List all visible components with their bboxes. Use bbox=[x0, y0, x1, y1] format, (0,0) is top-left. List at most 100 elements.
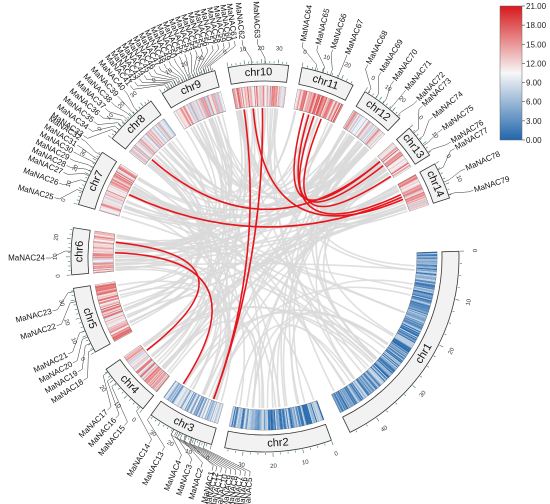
chromosome-chr7 bbox=[78, 151, 118, 210]
chromosome-tick bbox=[132, 402, 135, 405]
density-bin bbox=[155, 124, 170, 141]
gene-connector bbox=[158, 66, 181, 84]
density-bin bbox=[305, 92, 312, 112]
density-bin bbox=[259, 409, 262, 430]
gene-connector bbox=[337, 54, 348, 79]
density-bin bbox=[306, 92, 314, 113]
density-bin bbox=[234, 88, 239, 109]
density-bin bbox=[237, 88, 242, 109]
gene-connector bbox=[198, 440, 246, 477]
chromosome-tick bbox=[427, 365, 430, 368]
gene-connector bbox=[168, 61, 186, 82]
background-link bbox=[116, 234, 192, 293]
density-bin bbox=[103, 199, 123, 207]
chromosome-tick-label: 20 bbox=[166, 440, 175, 449]
gene-label: MaNAC6 bbox=[237, 476, 249, 504]
density-bin bbox=[414, 281, 435, 287]
density-bin bbox=[95, 284, 116, 289]
density-bin bbox=[271, 409, 275, 430]
density-bin bbox=[280, 86, 284, 107]
density-bin bbox=[149, 370, 164, 387]
density-bin bbox=[349, 114, 362, 133]
density-bin bbox=[204, 96, 213, 116]
density-bin bbox=[291, 407, 296, 428]
gene-label: MaNAC5 bbox=[243, 477, 254, 504]
density-bin bbox=[245, 87, 249, 108]
chromosome-tick bbox=[78, 187, 83, 190]
gene-connector bbox=[129, 84, 169, 91]
density-bin bbox=[283, 408, 287, 429]
density-bin bbox=[173, 386, 186, 405]
chromosome-tick-label: 0 bbox=[205, 456, 210, 463]
density-bin bbox=[378, 143, 395, 158]
background-link bbox=[126, 162, 203, 318]
density-bin bbox=[248, 409, 252, 430]
density-bin bbox=[96, 290, 117, 296]
density-bin bbox=[105, 192, 125, 202]
density-bin bbox=[413, 289, 434, 295]
background-link bbox=[203, 108, 276, 188]
density-bin bbox=[100, 207, 120, 215]
density-bin bbox=[136, 142, 153, 157]
density-bin bbox=[236, 407, 242, 428]
gene-connector bbox=[111, 382, 128, 426]
density-bin bbox=[275, 86, 279, 107]
chromosome-tick bbox=[109, 379, 114, 383]
density-bin bbox=[415, 278, 436, 283]
density-bin bbox=[117, 169, 135, 181]
gene-connector bbox=[202, 44, 219, 74]
chromosome-tick bbox=[185, 77, 187, 80]
background-link bbox=[211, 108, 256, 187]
density-bin bbox=[330, 102, 341, 122]
chromosome-tick-label: 0 bbox=[130, 417, 137, 424]
density-bin bbox=[322, 98, 332, 118]
duplication-link bbox=[128, 193, 403, 228]
density-bin bbox=[390, 160, 408, 174]
density-bin bbox=[357, 378, 371, 395]
density-bin bbox=[332, 393, 343, 413]
density-bin bbox=[281, 87, 286, 108]
density-bin bbox=[390, 342, 408, 356]
density-bin bbox=[279, 86, 283, 107]
chromosome-tick bbox=[104, 371, 107, 374]
density-bin bbox=[401, 182, 421, 193]
density-bin bbox=[403, 188, 423, 198]
density-bin bbox=[381, 355, 398, 369]
density-bin bbox=[150, 128, 165, 145]
density-bin bbox=[242, 408, 247, 429]
density-bin bbox=[173, 111, 186, 130]
density-bin bbox=[99, 208, 120, 216]
density-bin bbox=[247, 86, 251, 107]
density-bin bbox=[93, 243, 114, 247]
chromosome-tick-label: 10 bbox=[322, 54, 331, 62]
density-bin bbox=[408, 202, 429, 210]
density-bin bbox=[301, 91, 308, 111]
density-bin bbox=[319, 97, 328, 117]
chromosome-tick bbox=[317, 68, 319, 71]
density-bin bbox=[108, 321, 128, 331]
density-bin bbox=[416, 256, 437, 259]
chromosome-tick bbox=[117, 123, 122, 127]
density-bin bbox=[312, 94, 321, 115]
density-bin bbox=[415, 280, 436, 286]
chromosome-tick bbox=[96, 155, 99, 158]
gene-connector bbox=[202, 442, 251, 477]
density-bin bbox=[216, 92, 224, 113]
density-bin bbox=[134, 356, 151, 371]
density-bin bbox=[254, 409, 258, 430]
gene-connector bbox=[193, 439, 241, 476]
chromosome-tick-label: 20 bbox=[54, 233, 61, 241]
density-bin bbox=[132, 354, 149, 369]
density-bin bbox=[415, 280, 436, 285]
density-bin bbox=[406, 312, 426, 321]
legend-tick-label: 3.00 bbox=[526, 117, 542, 126]
density-bin bbox=[416, 264, 437, 267]
density-bin bbox=[387, 347, 405, 361]
chromosome-tick bbox=[177, 81, 180, 84]
density-bin bbox=[404, 318, 423, 328]
density-bin bbox=[383, 150, 401, 164]
density-bin bbox=[416, 261, 437, 264]
density-bin bbox=[162, 119, 176, 137]
density-bin bbox=[361, 374, 376, 391]
background-link bbox=[192, 125, 347, 195]
